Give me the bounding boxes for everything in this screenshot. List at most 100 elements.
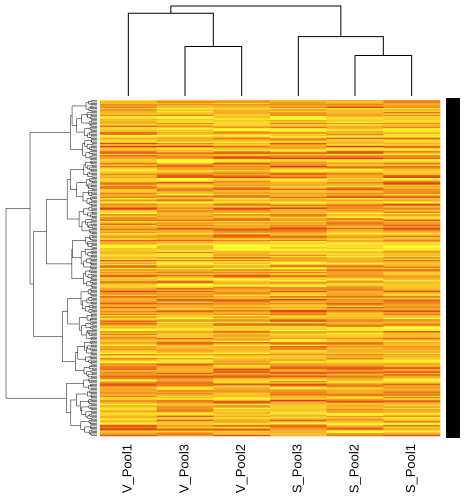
heatmap-cell: [213, 366, 271, 368]
heatmap-cell: [270, 422, 327, 425]
heatmap-cell: [100, 249, 157, 251]
heatmap-cell: [326, 105, 384, 108]
row-dendrogram-branch: [85, 323, 91, 328]
heatmap-cell: [270, 204, 327, 207]
row-dendrogram-branch: [91, 173, 97, 175]
heatmap-cell: [270, 105, 327, 108]
heatmap-cell: [383, 298, 441, 301]
heatmap-cell: [156, 348, 214, 351]
heatmap-cell: [156, 206, 214, 208]
heatmap-cell: [213, 317, 271, 320]
heatmap-cell: [100, 208, 157, 211]
heatmap-cell: [270, 257, 327, 259]
heatmap-cell: [100, 388, 157, 391]
heatmap-cell: [156, 259, 214, 262]
heatmap-cell: [326, 344, 384, 347]
heatmap-cell: [270, 296, 327, 298]
heatmap-cell: [326, 261, 384, 263]
heatmap-cell: [213, 294, 271, 297]
row-dendrogram-branch: [82, 300, 87, 310]
heatmap-cell: [100, 296, 157, 298]
heatmap-cell: [326, 434, 384, 437]
heatmap-cell: [270, 180, 327, 183]
row-dendrogram-branch: [91, 158, 97, 161]
heatmap-cell: [100, 282, 157, 285]
heatmap-cell: [213, 188, 271, 191]
heatmap-cell: [270, 309, 327, 312]
heatmap-cell: [383, 351, 441, 353]
row-dendrogram-branch: [91, 128, 97, 131]
heatmap-cell: [383, 276, 441, 278]
heatmap-cell: [213, 128, 271, 130]
heatmap-cell: [213, 395, 271, 398]
heatmap-cell: [326, 372, 384, 375]
column-dendrogram-branch: [184, 46, 243, 96]
heatmap-cell: [383, 277, 441, 280]
heatmap-cell: [100, 298, 157, 301]
heatmap-cell: [326, 110, 384, 113]
heatmap-cell: [156, 380, 214, 383]
heatmap-cell: [100, 257, 157, 259]
heatmap-cell: [213, 233, 271, 235]
heatmap-cell: [270, 215, 327, 218]
heatmap-cell: [383, 195, 441, 198]
heatmap-cell: [213, 411, 271, 414]
heatmap-cell: [156, 157, 214, 160]
heatmap-cell: [156, 293, 214, 296]
heatmap-cell: [270, 125, 327, 128]
heatmap-cell: [156, 372, 214, 375]
heatmap-cell: [270, 317, 327, 320]
heatmap-cell: [326, 203, 384, 206]
heatmap-cell: [213, 345, 271, 348]
heatmap-cell: [270, 300, 327, 302]
heatmap-cell: [326, 340, 384, 343]
heatmap-cell: [270, 348, 327, 351]
heatmap-cell: [100, 175, 157, 177]
heatmap-cell: [213, 156, 271, 159]
row-dendrogram-branch: [89, 425, 97, 429]
heatmap-cell: [213, 331, 271, 333]
heatmap-cell: [270, 167, 327, 169]
heatmap-cell: [156, 110, 214, 113]
heatmap-cell: [326, 411, 384, 414]
heatmap-cell: [100, 184, 157, 187]
heatmap-cell: [100, 269, 157, 271]
heatmap-cell: [270, 173, 327, 176]
heatmap-cell: [326, 230, 384, 233]
row-dendrogram-branch: [91, 245, 97, 248]
heatmap-cell: [100, 378, 157, 380]
heatmap-cell: [270, 407, 327, 410]
heatmap-cell: [326, 371, 384, 374]
heatmap-cell: [100, 329, 157, 332]
heatmap-cell: [100, 273, 157, 276]
heatmap-cell: [100, 429, 157, 431]
heatmap-cell: [156, 417, 214, 419]
heatmap-cell: [100, 288, 157, 290]
heatmap-cell: [213, 106, 271, 109]
heatmap-cell: [100, 305, 157, 308]
heatmap-cell: [100, 268, 157, 270]
heatmap-cell: [326, 370, 384, 372]
heatmap-cell: [213, 336, 271, 339]
heatmap-cell: [326, 345, 384, 348]
heatmap-cell: [100, 422, 157, 425]
heatmap-cell: [156, 397, 214, 399]
heatmap-cell: [213, 347, 271, 349]
heatmap-cell: [100, 392, 157, 395]
heatmap-cell: [326, 249, 384, 251]
heatmap-cell: [326, 391, 384, 394]
heatmap-cell: [270, 345, 327, 348]
heatmap-cell: [213, 403, 271, 406]
heatmap-cell: [326, 237, 384, 239]
heatmap-cell: [383, 263, 441, 266]
heatmap-cell: [156, 360, 214, 363]
heatmap-cell: [326, 104, 384, 106]
heatmap-cell: [100, 106, 157, 109]
heatmap-cell: [326, 186, 384, 188]
row-dendrogram-branch: [91, 206, 97, 209]
heatmap-cell: [270, 305, 327, 308]
row-dendrogram-branch: [91, 308, 97, 311]
heatmap-cell: [270, 141, 327, 144]
heatmap-cell: [270, 165, 327, 168]
heatmap-cell: [326, 397, 384, 399]
